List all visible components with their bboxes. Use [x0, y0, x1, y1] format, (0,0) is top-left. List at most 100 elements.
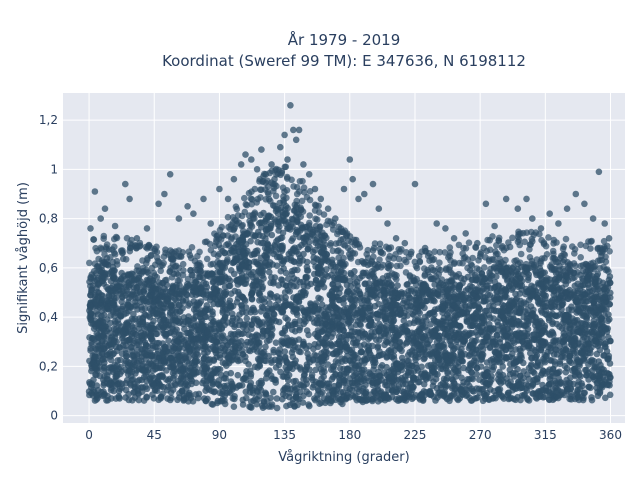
data-point: [418, 391, 425, 398]
data-point: [509, 387, 516, 394]
data-point: [170, 344, 177, 351]
data-point: [159, 308, 166, 315]
data-point: [393, 389, 400, 396]
data-point: [551, 338, 558, 345]
data-point: [470, 388, 477, 395]
data-point: [346, 332, 353, 339]
data-point: [113, 395, 120, 402]
data-point: [383, 323, 390, 330]
data-point: [357, 322, 364, 329]
data-point: [602, 395, 609, 402]
data-point: [164, 395, 171, 402]
data-point: [274, 395, 281, 402]
data-point: [169, 326, 176, 333]
data-point: [124, 353, 131, 360]
data-point: [104, 372, 111, 379]
data-point: [511, 299, 518, 306]
data-point: [138, 346, 145, 353]
data-point: [113, 326, 120, 333]
data-point: [474, 365, 481, 372]
data-point: [345, 389, 352, 396]
data-point: [312, 247, 319, 254]
data-point: [394, 343, 401, 350]
data-point: [310, 254, 317, 261]
data-point: [555, 276, 562, 283]
data-point: [451, 296, 458, 303]
data-point: [173, 297, 180, 304]
data-point: [140, 319, 147, 326]
data-point: [212, 276, 219, 283]
data-point: [523, 286, 530, 293]
data-point: [166, 349, 173, 356]
data-point: [454, 305, 461, 312]
data-point: [128, 344, 135, 351]
data-point: [432, 333, 439, 340]
data-point: [198, 284, 205, 291]
data-point: [303, 377, 310, 384]
data-point: [89, 335, 96, 342]
data-point: [152, 366, 159, 373]
data-point: [535, 299, 542, 306]
data-point: [320, 278, 327, 285]
data-point: [464, 392, 471, 399]
data-point: [205, 357, 212, 364]
data-point: [304, 267, 311, 274]
data-point: [361, 341, 368, 348]
data-point: [510, 370, 517, 377]
data-point: [455, 397, 462, 404]
data-point: [591, 298, 598, 305]
data-point: [313, 300, 320, 307]
data-point: [315, 295, 322, 302]
data-point: [596, 340, 603, 347]
data-point: [499, 323, 506, 330]
data-point: [406, 320, 413, 327]
data-point: [525, 320, 532, 327]
data-point: [566, 380, 573, 387]
data-point: [204, 378, 211, 385]
data-point: [115, 321, 122, 328]
data-point: [227, 278, 234, 285]
data-point: [328, 305, 335, 312]
data-point: [110, 275, 117, 282]
data-point: [128, 377, 135, 384]
data-point: [334, 325, 341, 332]
data-point: [484, 286, 491, 293]
data-point: [320, 340, 327, 347]
data-point: [305, 315, 312, 322]
data-point: [117, 357, 124, 364]
data-point: [479, 339, 486, 346]
data-point: [386, 347, 393, 354]
data-point: [277, 369, 284, 376]
data-point: [260, 275, 267, 282]
data-point: [594, 334, 601, 341]
data-point: [193, 289, 200, 296]
data-point: [330, 366, 337, 373]
data-point: [529, 355, 536, 362]
data-point: [257, 363, 264, 370]
data-point: [305, 401, 312, 408]
data-point: [600, 373, 607, 380]
data-point: [361, 356, 368, 363]
data-point: [87, 283, 94, 290]
data-point: [122, 276, 129, 283]
data-point: [268, 357, 275, 364]
data-point: [209, 401, 216, 408]
data-point: [93, 372, 100, 379]
data-point: [565, 386, 572, 393]
data-point: [555, 370, 562, 377]
data-point: [131, 291, 138, 298]
data-point: [547, 286, 554, 293]
data-point: [147, 314, 154, 321]
data-point: [530, 307, 537, 314]
data-point: [142, 281, 149, 288]
data-point: [480, 371, 487, 378]
data-point: [594, 351, 601, 358]
data-point: [244, 339, 251, 346]
data-point: [306, 391, 313, 398]
data-point: [93, 393, 100, 400]
data-point: [274, 254, 281, 261]
data-point: [258, 324, 265, 331]
data-point: [377, 292, 384, 299]
data-point: [413, 361, 420, 368]
